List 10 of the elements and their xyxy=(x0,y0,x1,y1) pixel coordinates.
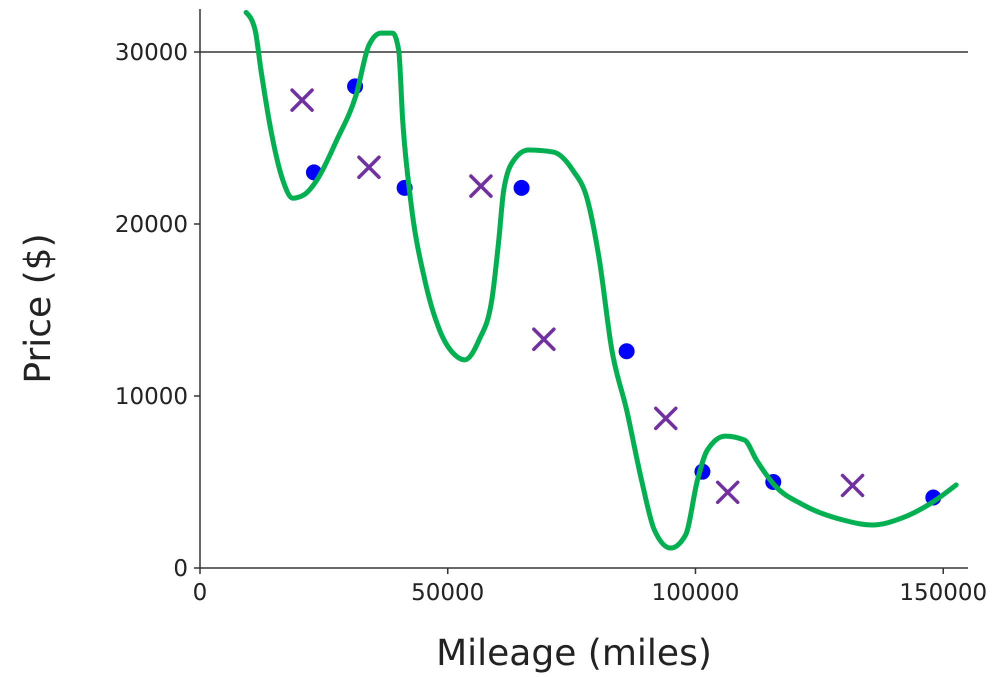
y-tick-label: 30000 xyxy=(114,40,188,66)
x-axis-title: Mileage (miles) xyxy=(436,633,712,674)
y-tick-label: 20000 xyxy=(114,212,188,238)
x-tick-label: 50000 xyxy=(411,580,484,606)
x-tick-label: 0 xyxy=(192,580,208,606)
y-tick-label: 10000 xyxy=(114,384,188,410)
y-tick-label: 0 xyxy=(173,556,188,582)
x-tick-label: 150000 xyxy=(899,580,988,606)
x-tick-label: 100000 xyxy=(652,580,740,606)
y-axis-title: Price ($) xyxy=(18,233,59,384)
